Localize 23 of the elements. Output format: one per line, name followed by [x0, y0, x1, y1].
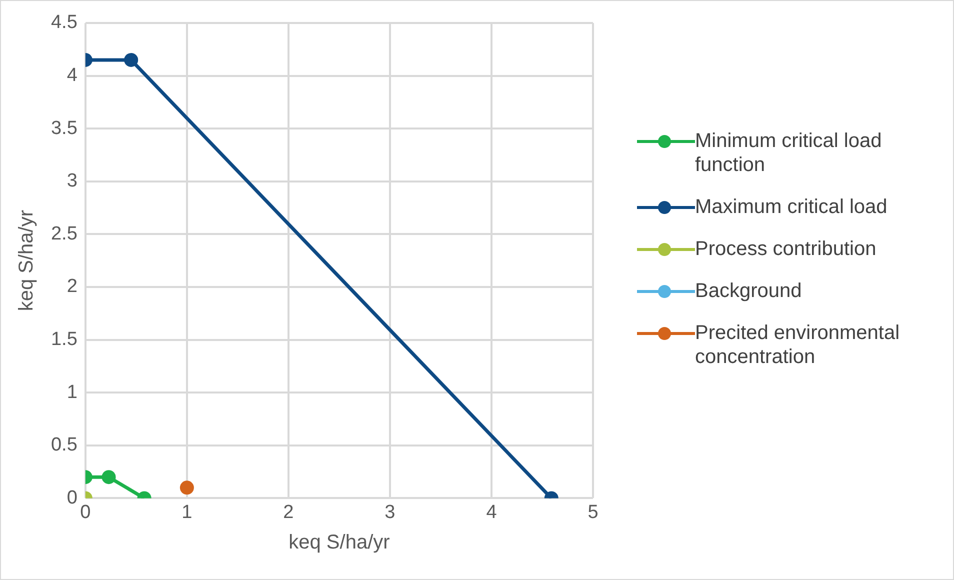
x-tick-label: 3	[384, 502, 396, 523]
x-tick-label: 4	[486, 502, 498, 523]
legend-label: Process contribution	[695, 237, 876, 261]
y-tick-label: 1.5	[50, 329, 78, 350]
legend-label: Maximum critical load	[695, 195, 888, 219]
y-tick-label: 1	[66, 382, 78, 403]
y-tick-label: 3	[66, 170, 78, 192]
legend-label: Background	[695, 279, 802, 303]
x-tick-label: 0	[80, 502, 91, 523]
y-tick-label: 0	[66, 487, 78, 508]
y-tick-label: 4.5	[50, 12, 78, 34]
x-tick-label: 1	[182, 502, 192, 523]
y-tick-label: 4	[66, 65, 78, 86]
x-tick-label: 5	[588, 502, 598, 523]
y-tick-label: 3.5	[50, 118, 78, 139]
x-tick-label: 2	[283, 502, 294, 523]
y-tick-label: 0.5	[50, 434, 78, 456]
legend-label: Minimum critical load function	[695, 129, 883, 177]
legend-label: Precited environmental concentration	[695, 321, 901, 369]
y-axis-title: keq S/ha/yr	[16, 210, 38, 312]
y-tick-label: 2.5	[50, 223, 78, 244]
y-tick-label: 2	[66, 276, 78, 298]
x-axis-title: keq S/ha/yr	[288, 532, 390, 554]
